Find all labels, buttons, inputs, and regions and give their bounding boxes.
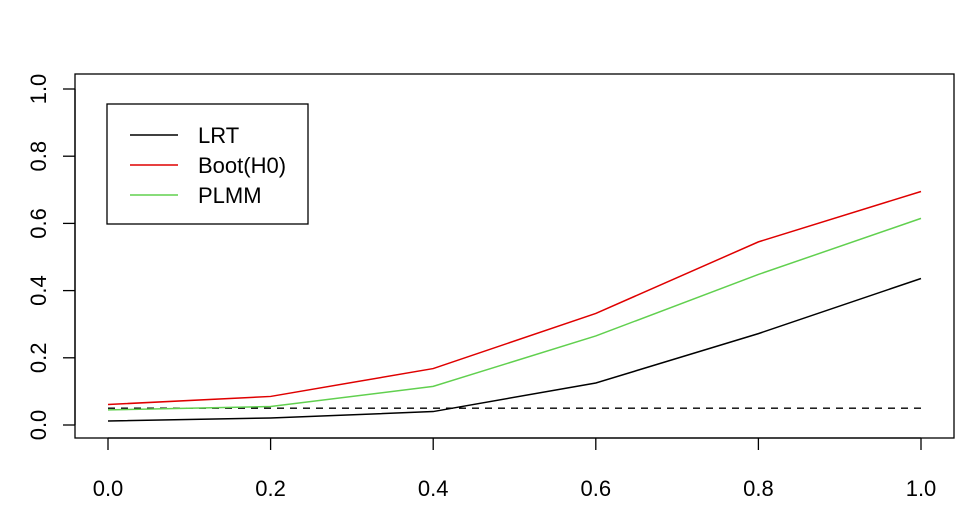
x-tick-label: 0.0 (93, 476, 124, 501)
y-tick-label: 1.0 (26, 74, 51, 105)
series-line-boot-h0 (107, 190, 922, 406)
y-tick-label: 0.4 (26, 275, 51, 306)
legend-label: LRT (198, 123, 239, 148)
x-axis: 0.0 0.2 0.4 0.6 0.8 1.0 (93, 437, 937, 501)
x-tick-label: 0.8 (743, 476, 774, 501)
y-tick-label: 0.8 (26, 141, 51, 172)
legend-label: Boot(H0) (198, 153, 286, 178)
x-tick-label: 0.2 (255, 476, 286, 501)
series-line-plmm (107, 217, 922, 411)
y-tick-label: 0.2 (26, 343, 51, 374)
x-tick-label: 0.4 (418, 476, 449, 501)
y-tick-label: 0.6 (26, 208, 51, 239)
legend-label: PLMM (198, 183, 262, 208)
x-tick-label: 0.6 (581, 476, 612, 501)
y-tick-label: 0.0 (26, 410, 51, 441)
y-axis: 0.0 0.2 0.4 0.6 0.8 1.0 (26, 74, 76, 441)
legend: LRT Boot(H0) PLMM (106, 103, 309, 225)
legend-box (106, 103, 309, 225)
series-group (107, 190, 922, 422)
series-line-lrt (107, 277, 922, 422)
x-tick-label: 1.0 (906, 476, 937, 501)
